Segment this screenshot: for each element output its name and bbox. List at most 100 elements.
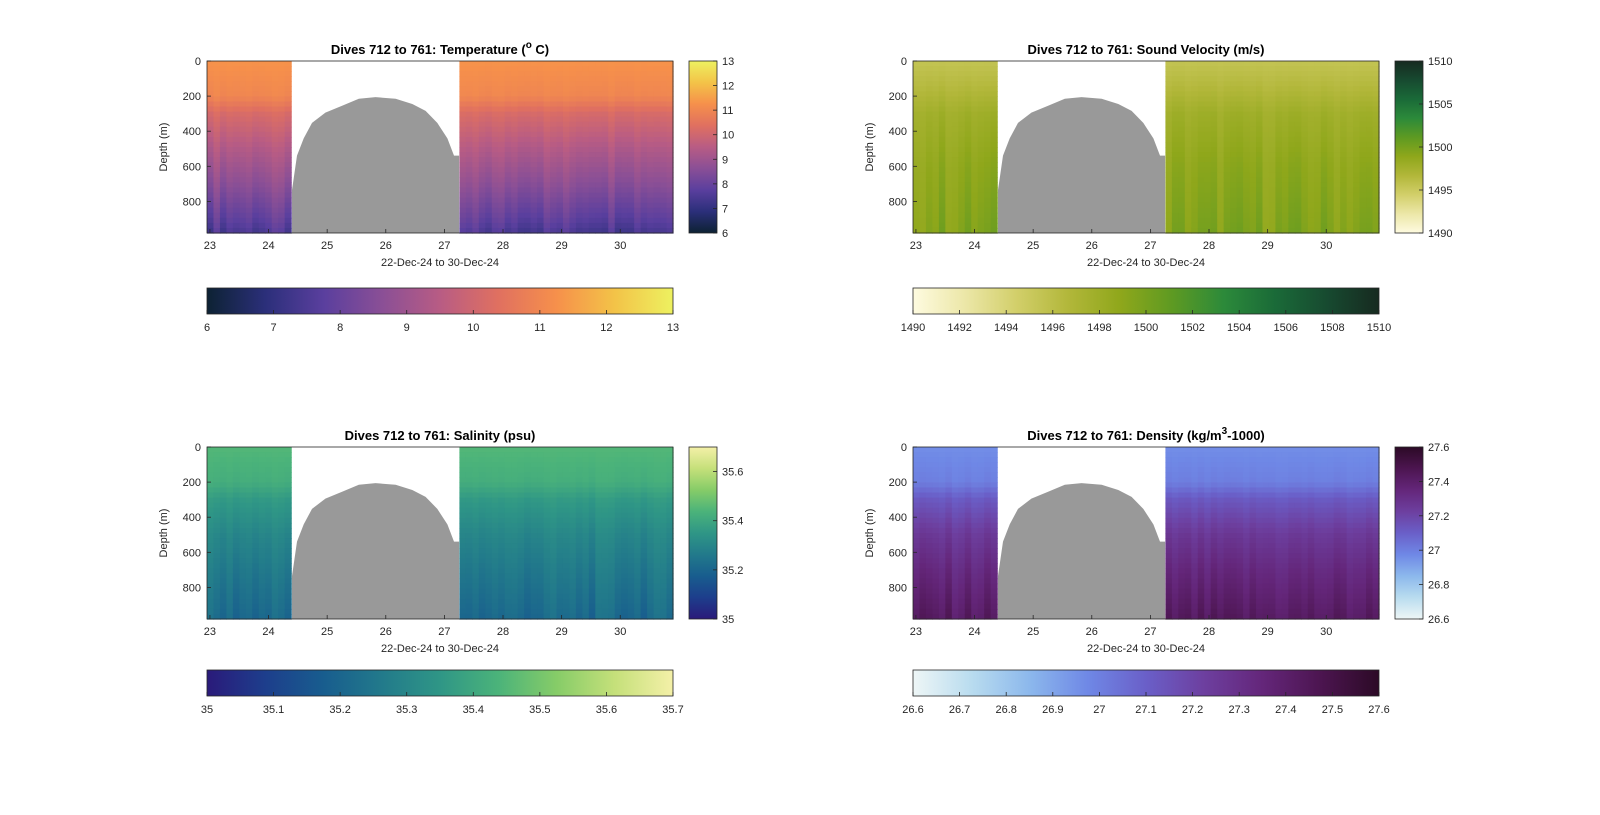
heatmap-cell — [634, 533, 642, 539]
heatmap-cell — [1366, 116, 1374, 123]
heatmap-cell — [588, 222, 596, 229]
heatmap-cell — [653, 507, 661, 514]
heatmap-cell — [1307, 76, 1315, 82]
heatmap-cell — [653, 467, 661, 473]
heatmap-cell — [278, 502, 286, 509]
heatmap-cell — [504, 512, 512, 519]
heatmap-cell — [666, 588, 674, 595]
heatmap-cell — [575, 76, 583, 82]
colorbar-tick-label: 1506 — [1274, 322, 1298, 334]
heatmap-cell — [958, 172, 966, 178]
heatmap-cell — [653, 522, 661, 529]
heatmap-cell — [465, 101, 473, 108]
heatmap-cell — [271, 568, 279, 575]
heatmap-cell — [1294, 197, 1302, 204]
heatmap-cell — [226, 593, 234, 600]
heatmap-cell — [543, 126, 551, 133]
heatmap-cell — [550, 462, 558, 468]
heatmap-cell — [265, 487, 273, 494]
heatmap-cell — [647, 101, 655, 108]
heatmap-cell — [627, 588, 635, 595]
heatmap-cell — [472, 447, 480, 453]
heatmap-cell — [919, 182, 927, 189]
heatmap-cell — [245, 512, 253, 519]
heatmap-cell — [232, 548, 240, 554]
heatmap-cell — [258, 136, 266, 143]
heatmap-cell — [614, 152, 622, 158]
heatmap-cell — [1366, 182, 1374, 189]
heatmap-cell — [938, 227, 946, 234]
heatmap-cell — [524, 553, 532, 559]
heatmap-cell — [1256, 207, 1264, 214]
heatmap-cell — [627, 502, 635, 509]
heatmap-cell — [621, 588, 629, 595]
heatmap-cell — [588, 548, 596, 554]
heatmap-cell — [284, 111, 292, 118]
heatmap-cell — [621, 522, 629, 529]
heatmap-cell — [653, 182, 661, 189]
heatmap-cell — [621, 558, 629, 564]
heatmap-cell — [1191, 182, 1199, 189]
heatmap-cell — [1359, 126, 1367, 133]
heatmap-cell — [653, 517, 661, 524]
heatmap-cell — [459, 147, 467, 153]
heatmap-cell — [569, 522, 577, 529]
heatmap-cell — [537, 157, 545, 163]
heatmap-cell — [1249, 71, 1257, 77]
heatmap-cell — [621, 81, 629, 87]
heatmap-cell — [971, 192, 979, 199]
heatmap-cell — [537, 452, 545, 458]
heatmap-cell — [913, 207, 921, 214]
heatmap-cell — [498, 578, 506, 585]
heatmap-cell — [919, 167, 927, 173]
heatmap-cell — [459, 212, 467, 219]
heatmap-cell — [958, 61, 966, 67]
heatmap-cell — [1249, 81, 1257, 87]
heatmap-cell — [485, 497, 493, 504]
heatmap-cell — [1275, 157, 1283, 163]
heatmap-cell — [653, 598, 661, 605]
heatmap-cell — [485, 533, 493, 539]
heatmap-cell — [459, 568, 467, 575]
heatmap-cell — [1281, 76, 1289, 82]
heatmap-cell — [1223, 172, 1231, 178]
heatmap-cell — [1197, 111, 1205, 118]
heatmap-cell — [653, 593, 661, 600]
heatmap-cell — [271, 472, 279, 478]
heatmap-cell — [608, 548, 616, 554]
heatmap-cell — [951, 111, 959, 118]
heatmap-cell — [530, 157, 538, 163]
heatmap-cell — [647, 558, 655, 564]
heatmap-cell — [239, 71, 247, 77]
heatmap-cell — [595, 563, 603, 570]
heatmap-cell — [932, 212, 940, 219]
chart-title: Dives 712 to 761: Sound Velocity (m/s) — [1028, 42, 1265, 57]
heatmap-cell — [213, 131, 221, 138]
heatmap-cell — [614, 187, 622, 194]
heatmap-cell — [465, 136, 473, 143]
heatmap-cell — [271, 91, 279, 98]
heatmap-cell — [925, 492, 934, 499]
heatmap-cell — [621, 548, 629, 554]
heatmap-cell — [271, 141, 279, 148]
heatmap-cell — [556, 157, 564, 163]
heatmap-cell — [226, 96, 234, 103]
heatmap-cell — [265, 212, 273, 219]
heatmap-cell — [258, 502, 266, 509]
heatmap-cell — [608, 517, 616, 524]
heatmap-cell — [1301, 101, 1309, 108]
heatmap-cell — [485, 467, 493, 473]
heatmap-cell — [207, 167, 215, 173]
heatmap-cell — [647, 487, 655, 494]
heatmap-cell — [1165, 192, 1173, 199]
heatmap-cell — [938, 217, 946, 224]
heatmap-cell — [634, 603, 642, 610]
heatmap-cell — [653, 553, 661, 559]
heatmap-cell — [258, 522, 266, 529]
heatmap-cell — [1262, 182, 1270, 189]
heatmap-cell — [265, 492, 273, 499]
heatmap-cell — [614, 558, 622, 564]
heatmap-cell — [601, 578, 609, 585]
heatmap-cell — [984, 192, 992, 199]
heatmap-cell — [252, 136, 260, 143]
